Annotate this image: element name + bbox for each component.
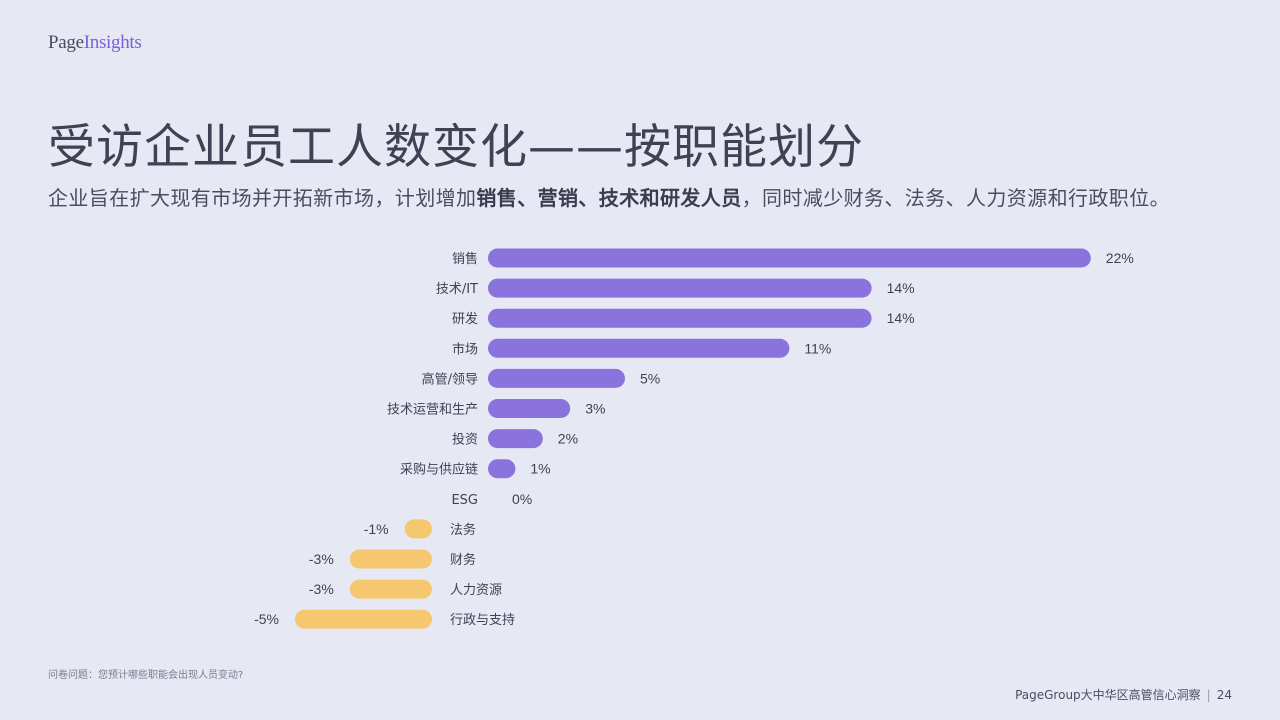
bar-group: 财务 -3% [309, 549, 476, 569]
value-label: 22% [1106, 250, 1134, 266]
page-title: 受访企业员工人数变化——按职能划分 [48, 120, 864, 175]
footer-text: PageGroup大中华区高管信心洞察 [1015, 688, 1201, 702]
bar [488, 338, 790, 358]
bar-group: 技术/IT 14% [436, 278, 915, 298]
category-label: 技术运营和生产 [387, 403, 478, 418]
bar [349, 549, 432, 569]
category-label: 高管/领导 [422, 371, 478, 387]
value-label: 3% [585, 401, 605, 417]
bar-group: 高管/领导 5% [422, 368, 660, 388]
category-label: 研发 [452, 311, 478, 327]
category-label: 行政与支持 [450, 613, 515, 628]
bar [349, 579, 432, 599]
bar-group: 法务 -1% [364, 519, 476, 539]
bar-group: ESG 0% [451, 491, 532, 508]
value-label: -5% [254, 611, 279, 627]
value-label: 14% [887, 280, 915, 296]
page-subtitle: 企业旨在扩大现有市场并开拓新市场，计划增加销售、营销、技术和研发人员，同时减少财… [48, 182, 1170, 211]
bar [488, 278, 872, 298]
footer-separator: | [1206, 688, 1211, 702]
page-insights-logo: PageInsights [48, 32, 142, 54]
subtitle-pre: 企业旨在扩大现有市场并开拓新市场，计划增加 [48, 186, 477, 210]
bar [488, 399, 571, 418]
category-label: 投资 [452, 432, 478, 448]
category-label: 法务 [450, 522, 476, 538]
bar [404, 519, 432, 539]
bar-group: 市场 11% [452, 338, 831, 358]
category-label: 财务 [450, 552, 476, 568]
subtitle-post: ，同时减少财务、法务、人力资源和行政职位。 [741, 186, 1171, 210]
category-label: 技术/IT [436, 282, 478, 297]
bar-group: 研发 14% [452, 308, 915, 328]
category-label: 采购与供应链 [400, 462, 478, 478]
category-label: 销售 [452, 251, 478, 267]
bar [295, 609, 432, 629]
page-footer: PageGroup大中华区高管信心洞察 | 24 [1015, 686, 1232, 703]
logo-part-insights: Insights [83, 32, 142, 53]
category-label: 人力资源 [450, 583, 502, 598]
bar [488, 429, 543, 449]
bar-group: 投资 2% [452, 429, 578, 449]
bar [488, 248, 1091, 268]
page-number: 24 [1216, 688, 1232, 702]
bar-group: 技术运营和生产 3% [387, 399, 605, 418]
subtitle-bold: 销售、营销、技术和研发人员 [476, 186, 742, 210]
value-label: 5% [640, 370, 660, 386]
value-label: -3% [309, 581, 334, 597]
bar [488, 459, 516, 479]
value-label: 1% [530, 461, 550, 477]
bar-group: 采购与供应链 1% [400, 459, 551, 479]
survey-question-footnote: 问卷问题：您预计哪些职能会出现人员变动? [48, 670, 244, 681]
value-label: -1% [364, 521, 389, 537]
value-label: -3% [309, 551, 334, 567]
value-label: 14% [887, 310, 915, 326]
bar [488, 308, 872, 328]
value-label: 2% [558, 431, 578, 447]
logo-part-page: Page [48, 32, 84, 53]
bar-group: 销售 22% [452, 248, 1134, 268]
value-label: 0% [512, 491, 532, 507]
category-label: ESG [451, 493, 478, 508]
bar-group: 行政与支持 -5% [254, 609, 515, 629]
bar [488, 368, 625, 388]
bar-group: 人力资源 -3% [309, 579, 502, 599]
category-label: 市场 [452, 341, 478, 357]
value-label: 11% [804, 340, 831, 356]
